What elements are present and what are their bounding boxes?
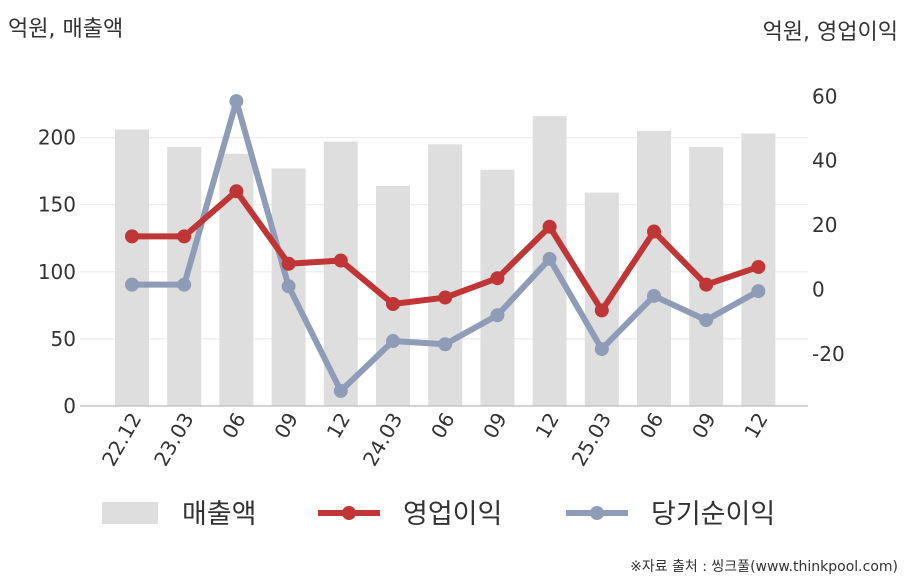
x-axis-ticks: 22.12 23.03 06 09 12 24.03 06 09 12 25.03 06 09 12 [97,409,773,471]
right-tick-label: 0 [812,278,825,302]
series-point [281,256,296,271]
left-axis-unit: 억원, 매출액 [8,17,123,42]
series-point [594,342,609,357]
series-point [594,303,609,318]
source-note: ※자료 출처 : 씽크풀(www.thinkpool.com) [630,559,898,575]
series-point [177,277,192,292]
series-point [542,219,557,234]
legend-label: 영업이익 [403,499,502,530]
legend-marker [342,506,356,520]
series-point [386,296,400,311]
left-axis-ticks: 0 50 100 150 200 [38,126,76,418]
series-point [229,184,244,199]
line-series [125,94,766,398]
series-point [281,279,296,294]
x-tick-label: 12 [530,409,564,443]
series-point [751,259,766,274]
revenue-bar [584,192,619,406]
series-point [333,253,348,268]
x-tick-label: 25.03 [567,409,616,471]
x-tick-label: 09 [478,409,512,443]
series-point [438,290,453,305]
legend-label: 매출액 [182,499,257,530]
right-tick-label: -20 [812,342,845,366]
x-tick-label: 12 [322,409,356,443]
x-tick-label: 12 [739,409,773,443]
series-point [647,224,661,239]
series-point [490,308,505,323]
series-point [177,229,192,244]
left-tick-label: 200 [38,126,76,150]
legend-marker [590,506,604,520]
series-point [699,313,714,328]
revenue-bar [115,129,149,406]
legend-swatch-revenue [102,502,158,524]
right-tick-label: 60 [812,84,837,108]
x-tick-label: 23.03 [149,409,198,471]
x-tick-label: 09 [269,409,303,443]
series-영업이익 [125,184,766,318]
series-point [751,284,766,299]
revenue-bar [480,169,515,406]
revenue-bars [115,116,776,407]
right-axis-unit: 억원, 영업이익 [763,20,898,45]
left-tick-label: 100 [38,260,76,284]
series-point [333,383,348,398]
series-point [386,334,400,349]
series-point [125,277,139,292]
x-tick-label: 06 [426,409,460,443]
series-point [699,277,714,292]
x-tick-label: 09 [687,409,721,443]
revenue-bar [637,130,671,406]
series-point [647,288,661,303]
series-point [490,271,505,286]
x-tick-label: 22.12 [97,409,146,471]
revenue-bar [428,144,463,406]
right-axis-ticks: -20 0 20 40 60 [812,84,845,366]
x-tick-label: 24.03 [358,409,407,471]
x-tick-label: 06 [217,409,251,443]
left-tick-label: 50 [51,327,76,351]
legend-label: 당기순이익 [651,499,775,530]
legend: 매출액 영업이익 당기순이익 [102,499,775,530]
left-tick-label: 150 [38,193,76,217]
series-point [229,94,244,109]
left-tick-label: 0 [63,394,76,418]
right-tick-label: 20 [812,213,837,237]
series-point [125,229,139,244]
x-tick-label: 06 [635,409,669,443]
right-tick-label: 40 [812,149,837,173]
series-당기순이익 [125,94,766,398]
series-point [438,337,453,352]
series-point [542,251,557,266]
